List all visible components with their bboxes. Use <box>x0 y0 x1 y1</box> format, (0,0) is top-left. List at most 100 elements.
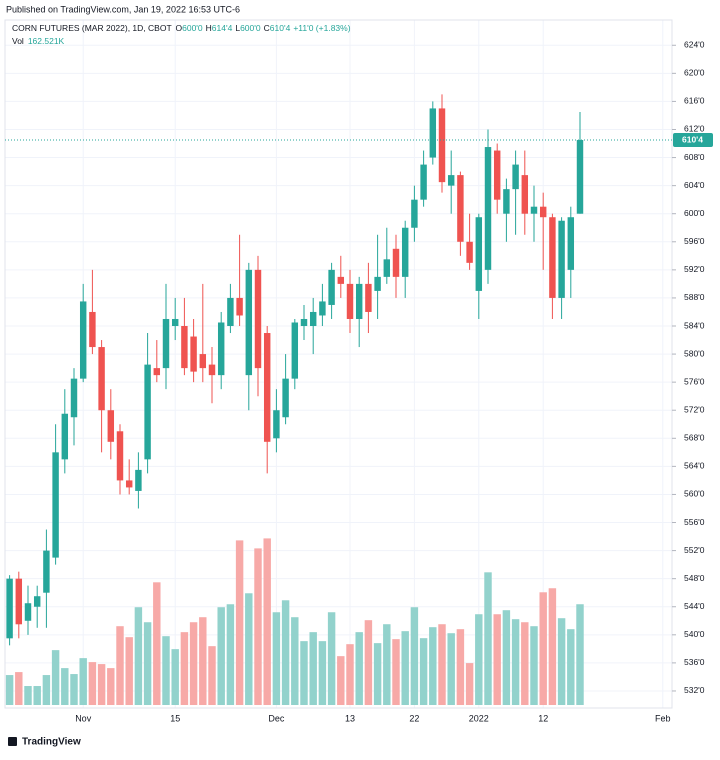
candle-body <box>61 413 69 460</box>
candle-body <box>227 297 234 327</box>
volume-bar <box>134 607 143 705</box>
x-tick-label: Feb <box>655 713 671 723</box>
candle-body <box>52 452 59 558</box>
candle-body <box>346 283 354 319</box>
volume-bar <box>456 629 465 705</box>
volume-bar <box>465 663 474 705</box>
candle-body <box>484 147 492 270</box>
volume-bar <box>447 633 455 705</box>
x-tick-label: 12 <box>538 713 548 723</box>
y-tick-label: 604'0 <box>684 180 705 190</box>
candle-body <box>365 283 372 312</box>
volume-bar <box>24 686 32 705</box>
y-tick-label: 592'0 <box>684 264 705 274</box>
published: Published on TradingView.com, Jan 19, 20… <box>6 4 240 14</box>
x-tick-label: 22 <box>409 713 419 723</box>
footer: TradingView <box>22 737 81 748</box>
volume-bar <box>364 620 373 705</box>
volume-bar <box>484 572 492 705</box>
volume-bar <box>521 622 529 705</box>
candle-body <box>429 108 437 158</box>
candle-body <box>512 164 519 190</box>
volume-bar <box>226 604 235 705</box>
volume-bar <box>15 672 23 705</box>
candle-body <box>181 326 188 369</box>
candle-body <box>530 206 538 214</box>
o-label: O <box>175 23 182 33</box>
plot-frame <box>4 19 673 709</box>
candle-body <box>466 241 473 263</box>
volume-bar <box>217 607 225 705</box>
candle-body <box>217 322 225 376</box>
y-tick-label: 552'0 <box>684 545 705 555</box>
volume-bar <box>263 538 271 705</box>
c-label: C <box>264 23 270 33</box>
y-tick-label: 624'0 <box>684 40 705 50</box>
volume-bar <box>254 548 262 705</box>
candle-body <box>89 311 96 348</box>
candle-body <box>70 378 78 418</box>
volume-bar <box>355 632 363 705</box>
volume-bar <box>530 626 538 705</box>
title: CORN FUTURES (MAR 2022), 1D, CBOT <box>12 23 171 33</box>
o-value: 600'0 <box>182 23 203 33</box>
candle-body <box>392 248 400 277</box>
vol-legend: Vol 162.521K <box>12 36 65 46</box>
volume-bar <box>107 668 115 705</box>
l-label: L <box>235 23 240 33</box>
volume-bar <box>88 662 97 705</box>
y-tick-label: 568'0 <box>684 433 705 443</box>
y-tick-label: 620'0 <box>684 68 705 78</box>
candle-body <box>6 578 13 639</box>
x-tick-label: 13 <box>345 713 355 723</box>
grid <box>5 20 672 708</box>
candle-body <box>107 410 115 442</box>
candle-body <box>438 108 446 183</box>
candle-body <box>24 603 32 621</box>
candle-body <box>309 311 317 327</box>
volume-bar <box>401 631 409 705</box>
last-price-tag <box>673 133 713 148</box>
volume-bar <box>548 588 557 705</box>
volume-bar <box>5 675 14 705</box>
volume-bar <box>383 624 391 705</box>
volume-bar <box>235 540 244 705</box>
x-tick-label: Nov <box>75 713 92 723</box>
candle-body <box>282 378 289 418</box>
volume-bar <box>281 600 290 705</box>
candle-body <box>79 301 87 379</box>
candle-body <box>291 322 299 379</box>
volume-bar <box>97 664 106 705</box>
volume-bar <box>245 593 253 705</box>
candle-body <box>328 269 335 305</box>
y-tick-label: 536'0 <box>684 657 705 667</box>
y-tick-label: 608'0 <box>684 152 705 162</box>
candle-body <box>263 333 271 442</box>
y-tick-label: 588'0 <box>684 292 705 302</box>
volume-bar <box>327 612 336 705</box>
y-tick-label: 600'0 <box>684 208 705 218</box>
candle-body <box>493 150 501 200</box>
candle-body <box>503 189 510 214</box>
volume-bar <box>539 592 547 705</box>
volume-bar <box>318 641 327 705</box>
candle-body <box>153 368 161 376</box>
candle-body <box>43 550 50 593</box>
h-label: H <box>206 23 212 33</box>
candle-body <box>125 480 133 488</box>
volume-bar <box>309 632 317 705</box>
candle-body <box>319 301 326 316</box>
candle-body <box>457 175 464 242</box>
volume-bar <box>337 656 345 705</box>
candle-body <box>254 269 262 369</box>
y-tick-label: 540'0 <box>684 629 705 639</box>
volume-bar <box>162 636 170 705</box>
candle-body <box>98 347 105 411</box>
candle-body <box>33 596 41 607</box>
volume-bar <box>392 639 400 705</box>
y-tick-label: 548'0 <box>684 573 705 583</box>
candle-body <box>549 217 556 298</box>
candle-body <box>208 364 216 376</box>
volume-bar <box>475 614 483 705</box>
y-tick-label: 532'0 <box>684 685 705 695</box>
